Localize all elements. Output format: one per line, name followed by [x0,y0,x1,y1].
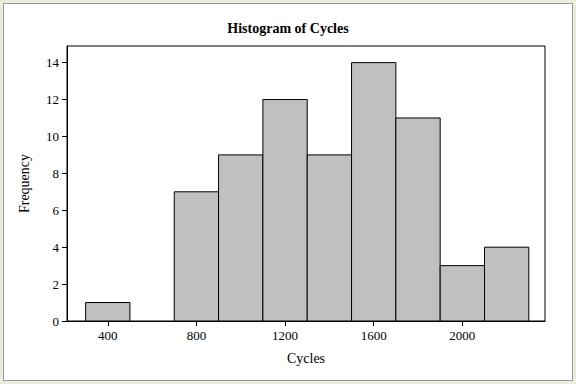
svg-text:2000: 2000 [449,328,475,343]
svg-text:1600: 1600 [361,328,387,343]
svg-text:12: 12 [46,92,59,107]
svg-text:Cycles: Cycles [287,351,325,366]
svg-text:8: 8 [53,166,60,181]
svg-text:2: 2 [53,277,60,292]
svg-text:Frequency: Frequency [17,154,32,213]
svg-text:1200: 1200 [272,328,298,343]
svg-text:6: 6 [53,203,60,218]
svg-text:800: 800 [187,328,207,343]
svg-text:14: 14 [46,55,60,70]
svg-text:400: 400 [98,328,118,343]
svg-text:10: 10 [46,129,59,144]
svg-text:0: 0 [53,314,60,329]
svg-text:Histogram of Cycles: Histogram of Cycles [227,21,349,36]
svg-text:4: 4 [53,240,60,255]
